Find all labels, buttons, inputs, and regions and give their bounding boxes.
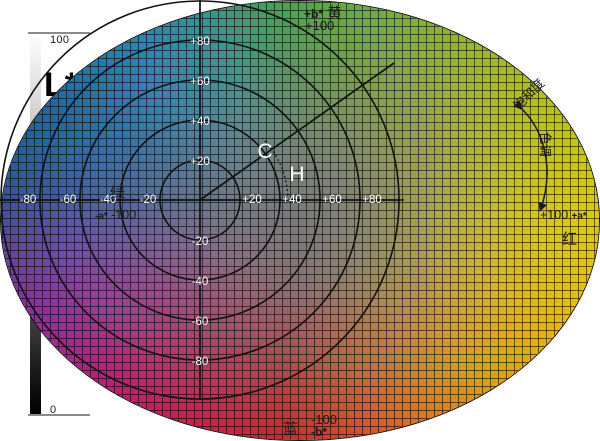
hue-marker-label: H xyxy=(289,163,305,186)
saturation-hue-arrow xyxy=(513,100,548,212)
lightness-scale-bottom-cap xyxy=(28,414,90,416)
y-tick--60: -60 xyxy=(191,316,209,328)
x-tick-60: +60 xyxy=(322,194,342,206)
a-positive-axis-cn: 红 xyxy=(562,231,578,248)
y-tick--40: -40 xyxy=(191,276,209,288)
x-tick-20: +20 xyxy=(242,194,262,206)
a-negative-axis-value: -100 xyxy=(111,208,137,222)
lightness-max-label: 100 xyxy=(50,34,70,46)
hue-annotation: 色调 xyxy=(538,132,552,158)
y-tick-20: +20 xyxy=(190,156,210,168)
chroma-marker-label: C xyxy=(257,140,273,163)
lightness-min-label: 0 xyxy=(50,404,57,416)
axes-and-rings-overlay xyxy=(0,0,404,400)
a-negative-axis-cn: 绿 xyxy=(110,185,126,202)
lightness-scale-top-cap xyxy=(28,32,90,34)
x-tick-80: +80 xyxy=(362,194,382,206)
b-positive-axis-symbol: +b* xyxy=(304,7,324,21)
b-negative-axis-cn: 蓝 xyxy=(283,421,299,438)
x-tick--60: -60 xyxy=(59,194,77,206)
a-positive-axis-symbol: +a* xyxy=(571,211,587,222)
x-tick--20: -20 xyxy=(139,194,157,206)
b-negative-axis-symbol: -b* xyxy=(311,425,327,439)
y-tick--80: -80 xyxy=(191,356,209,368)
b-negative-axis-value: -100 xyxy=(311,412,338,427)
y-tick--20: -20 xyxy=(191,236,209,248)
a-negative-axis-label: -a* -100 xyxy=(95,208,136,222)
curved-double-arrow xyxy=(513,100,548,212)
x-tick-40: +40 xyxy=(282,194,302,206)
y-tick-60: +60 xyxy=(190,76,210,88)
b-positive-axis-label: +b* 黄 xyxy=(304,2,342,23)
y-tick-80: +80 xyxy=(190,36,210,48)
a-negative-axis-symbol: -a* xyxy=(95,211,108,222)
chroma-vector-line xyxy=(199,62,395,201)
x-tick--40: -40 xyxy=(99,194,117,206)
hue-angle-arc xyxy=(261,137,289,201)
y-tick-40: +40 xyxy=(190,116,210,128)
x-tick--80: -80 xyxy=(19,194,37,206)
b-positive-axis-cn: 黄 xyxy=(327,5,343,22)
b-positive-axis-value: +100 xyxy=(305,18,335,33)
